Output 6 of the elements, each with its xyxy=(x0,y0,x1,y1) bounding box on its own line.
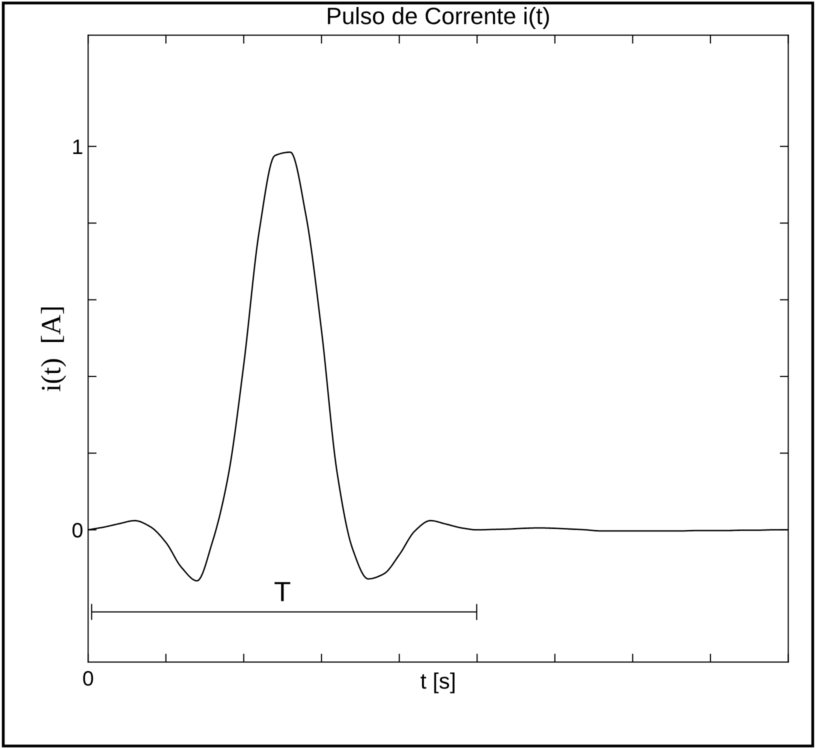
y-axis-title: i(t) [A] xyxy=(40,308,66,392)
annotation: T xyxy=(274,582,290,602)
text: 0 xyxy=(83,671,94,686)
x-axis-title: t [s] xyxy=(420,672,455,694)
y-tick-label: 1 xyxy=(73,140,82,154)
chart-title: Pulso de Corrente i(t) xyxy=(328,6,549,29)
